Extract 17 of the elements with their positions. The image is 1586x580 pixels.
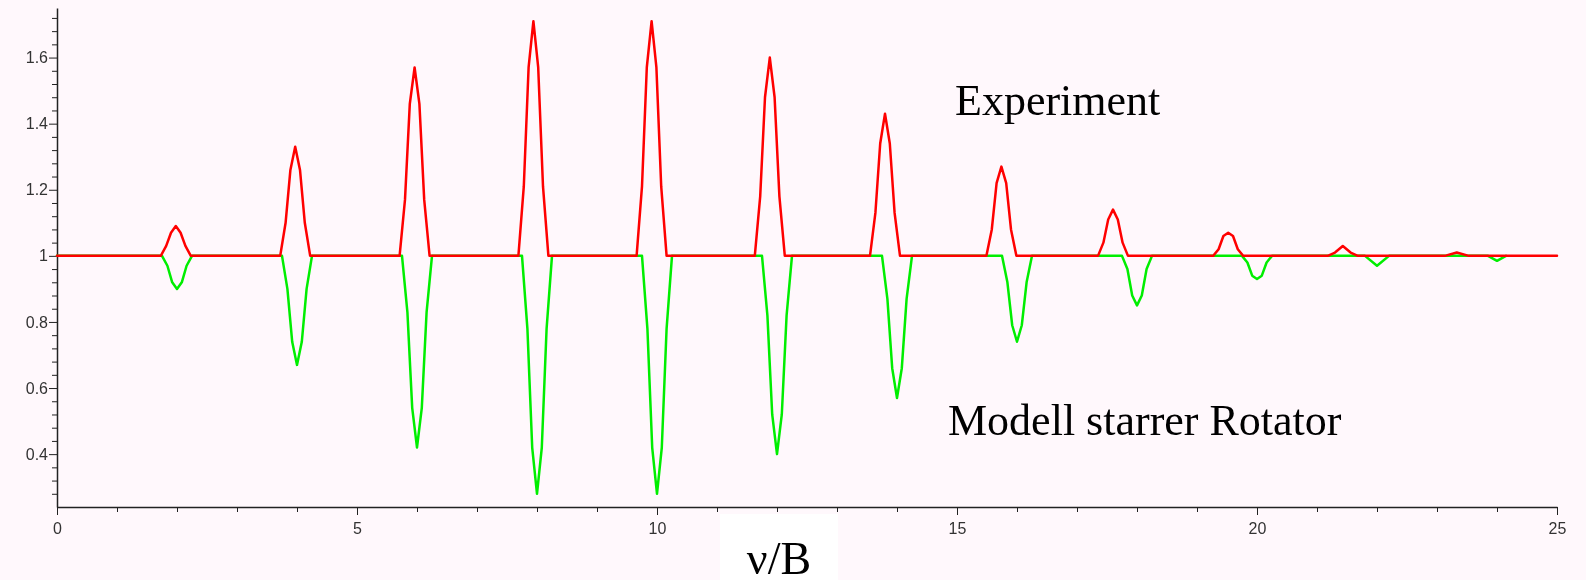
x-tick-label: 20 xyxy=(1248,519,1267,537)
line-series xyxy=(55,19,1559,258)
y-tick-label: 1 xyxy=(39,247,49,265)
annotation: Modell starrer Rotator xyxy=(948,396,1342,445)
x-tick-label: 10 xyxy=(648,519,667,537)
x-tick-label: 5 xyxy=(353,519,363,537)
y-tick-label: 0.8 xyxy=(25,313,49,331)
y-tick-label: 0.4 xyxy=(25,445,49,463)
x-axis-title: ν/B xyxy=(746,533,812,580)
x-tick-label: 15 xyxy=(948,519,967,537)
annotation: Experiment xyxy=(955,76,1161,125)
y-tick-label: 1.2 xyxy=(25,181,49,199)
x-tick-label: 25 xyxy=(1548,519,1567,537)
x-tick-label: 0 xyxy=(53,519,63,537)
y-tick-label: 1.4 xyxy=(25,115,49,133)
y-tick-label: 1.6 xyxy=(25,49,49,67)
y-tick-label: 0.6 xyxy=(25,379,49,397)
